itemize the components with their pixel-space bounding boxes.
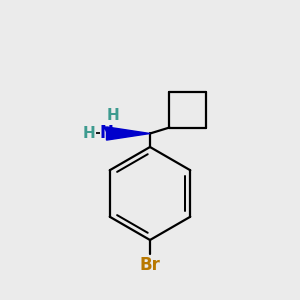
Text: Br: Br	[140, 256, 160, 274]
Text: H: H	[106, 108, 119, 123]
Polygon shape	[106, 127, 150, 140]
Text: N: N	[100, 124, 113, 142]
Text: H: H	[82, 126, 95, 141]
